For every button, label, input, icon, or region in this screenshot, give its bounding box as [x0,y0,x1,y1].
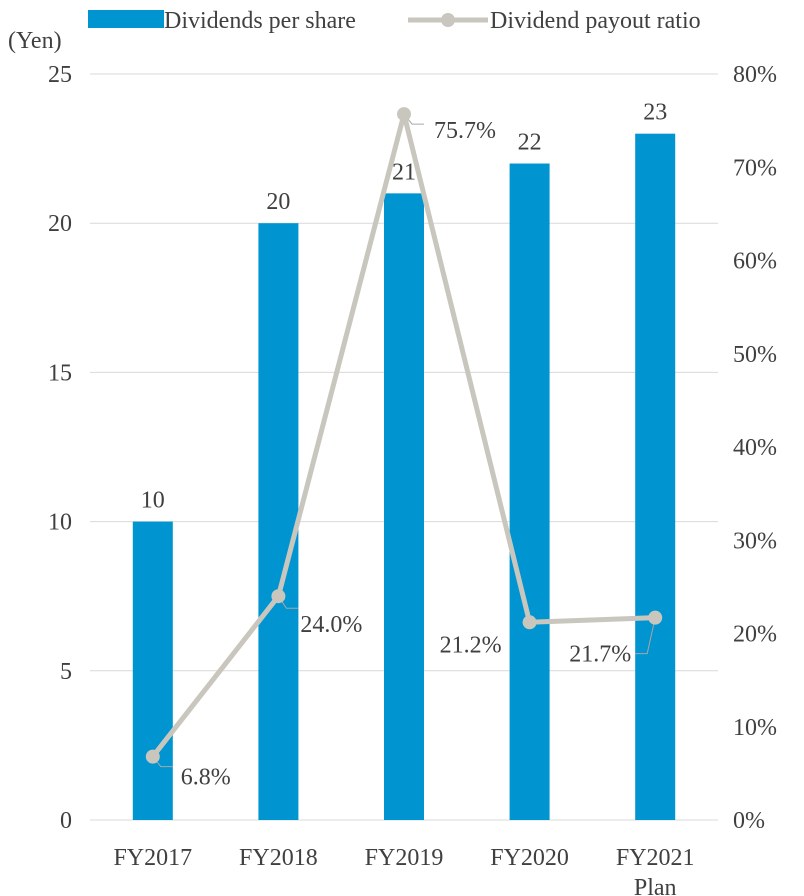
bar-value-label: 22 [518,130,542,156]
ratio-value-label: 21.7% [569,642,631,668]
y-right-tick-label: 10% [733,715,777,741]
payout-ratio-marker [145,749,160,764]
payout-ratio-marker [522,615,537,630]
legend-swatch-dividends [88,10,164,28]
y-right-tick-label: 40% [733,435,777,461]
x-tick-label: FY2018 [239,845,318,871]
y-right-tick-label: 50% [733,342,777,368]
label-leader-line [635,617,656,655]
ratio-value-label: 6.8% [181,765,231,791]
payout-ratio-marker [648,610,663,625]
y-left-tick-label: 10 [48,510,72,536]
payout-ratio-marker [397,107,411,122]
x-tick-label: FY2019 [365,845,444,871]
ratio-value-label: 24.0% [300,612,362,638]
y-left-tick-label: 5 [60,659,72,685]
bar [258,223,299,820]
bar-value-label: 21 [392,159,416,185]
payout-ratio-marker [271,589,286,604]
x-tick-label: FY2020 [490,845,569,871]
x-tick-label: FY2017 [113,845,192,871]
bar [635,133,676,820]
bar [509,163,550,820]
legend-label-dividends: Dividends per share [164,8,356,34]
ratio-value-label: 21.2% [440,632,502,658]
y-right-tick-label: 70% [733,155,777,181]
y-right-tick-label: 0% [733,808,765,834]
y-right-tick-label: 20% [733,622,777,648]
bar [132,521,173,820]
y-right-tick-label: 30% [733,528,777,554]
y-left-tick-label: 0 [60,808,72,834]
legend-marker-payout [441,13,455,27]
ratio-value-label: 75.7% [434,118,496,144]
y-left-unit-label: (Yen) [8,28,62,54]
bar-value-label: 23 [643,100,667,126]
bar [384,193,424,821]
x-tick-label: FY2021 [616,845,695,871]
y-right-tick-label: 60% [733,249,777,275]
y-right-tick-label: 80% [733,62,777,88]
bar-value-label: 20 [266,189,290,215]
y-left-tick-label: 20 [48,211,72,237]
y-left-tick-label: 15 [48,360,72,386]
legend-label-payout: Dividend payout ratio [490,8,701,34]
y-left-tick-label: 25 [48,62,72,88]
bar-value-label: 10 [141,488,165,514]
x-tick-label: Plan [634,875,677,896]
